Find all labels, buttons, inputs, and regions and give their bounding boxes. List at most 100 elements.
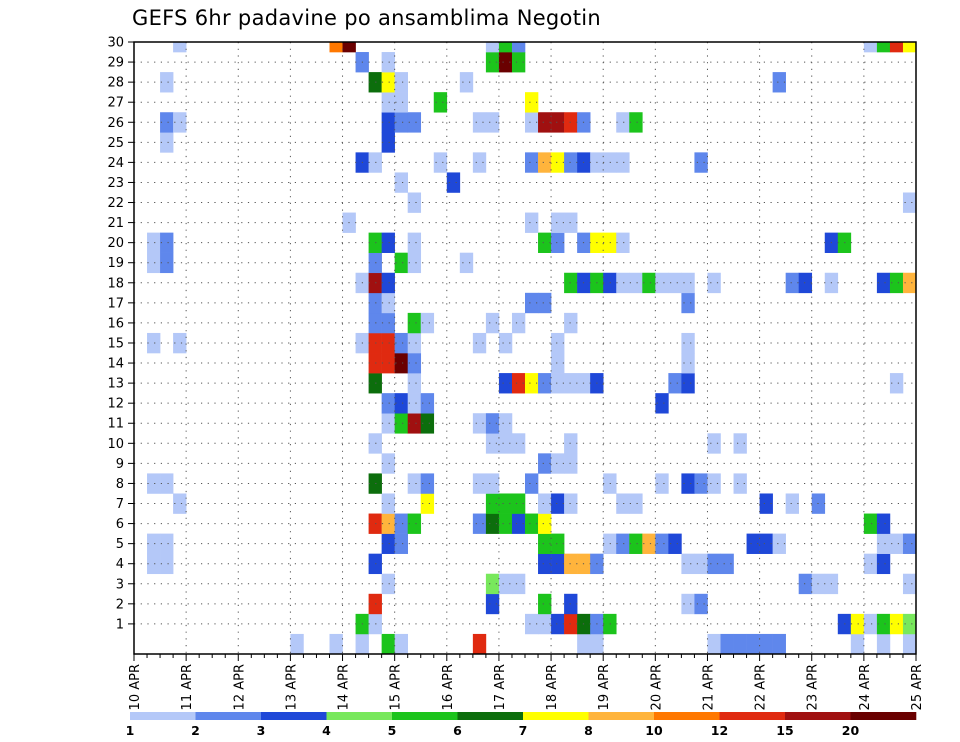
heatmap-cell: [446, 172, 461, 193]
heatmap-cell: [525, 373, 539, 394]
heatmap-cell: [538, 553, 552, 575]
heatmap-cell: [394, 92, 408, 113]
heatmap-cell: [433, 92, 448, 113]
heatmap-cell: [290, 633, 304, 655]
heatmap-cell: [902, 633, 917, 655]
heatmap-cell: [525, 112, 539, 133]
heatmap-cell: [459, 72, 474, 93]
heatmap-cell: [381, 52, 395, 73]
heatmap-cell: [707, 433, 721, 454]
heatmap-cell: [850, 633, 865, 655]
legend-swatch: [523, 712, 589, 720]
heatmap-cell: [381, 573, 395, 595]
heatmap-cell: [485, 573, 500, 595]
x-tick-label: 11 APR: [180, 664, 195, 710]
x-tick-label: 19 APR: [597, 664, 612, 710]
heatmap-cell: [629, 272, 643, 294]
y-tick-label: 20: [107, 236, 124, 251]
y-tick-label: 28: [107, 76, 124, 91]
heatmap-cell: [407, 112, 422, 133]
y-tick-label: 29: [107, 56, 124, 71]
heatmap-cell: [420, 413, 435, 434]
heatmap-cell: [733, 433, 747, 454]
x-tick-label: 21 APR: [701, 664, 716, 710]
heatmap-cell: [876, 272, 891, 294]
heatmap-cell: [407, 312, 422, 334]
legend-level-label: 12: [711, 723, 728, 738]
heatmap-cell: [498, 433, 513, 454]
heatmap-cell: [329, 633, 343, 655]
heatmap-cell: [733, 633, 747, 655]
heatmap-cell: [511, 573, 526, 595]
heatmap-cell: [889, 613, 904, 635]
heatmap-cell: [407, 413, 422, 434]
heatmap-cell: [850, 613, 865, 635]
heatmap-cell: [485, 42, 500, 53]
y-tick-label: 4: [116, 557, 124, 572]
heatmap-cell: [681, 593, 695, 615]
heatmap-cell: [485, 493, 500, 514]
x-tick-label: 10 APR: [128, 664, 143, 710]
heatmap-cell: [538, 112, 552, 133]
heatmap-cell: [889, 533, 904, 554]
x-tick-label: 23 APR: [806, 664, 821, 710]
heatmap-cell: [147, 252, 161, 274]
heatmap-cell: [381, 72, 395, 93]
legend-level-label: 6: [453, 723, 462, 738]
heatmap-cell: [707, 553, 721, 575]
heatmap-cell: [538, 373, 552, 394]
y-tick-label: 21: [107, 216, 124, 231]
y-tick-label: 24: [107, 156, 124, 171]
heatmap-cell: [498, 52, 513, 73]
y-tick-label: 27: [107, 96, 124, 111]
legend-level-label: 7: [519, 723, 528, 738]
legend-level-label: 10: [645, 723, 663, 738]
heatmap-cell: [876, 613, 891, 635]
heatmap-cell: [381, 493, 395, 514]
heatmap-cell: [407, 373, 422, 394]
heatmap-cell: [889, 373, 904, 394]
heatmap-cell: [616, 152, 630, 173]
heatmap-cell: [551, 212, 565, 233]
heatmap-cell: [707, 633, 721, 655]
heatmap-cell: [668, 533, 682, 554]
heatmap-cell: [472, 633, 487, 655]
heatmap-cell: [551, 613, 565, 635]
heatmap-cell: [616, 232, 630, 253]
heatmap-cell: [355, 633, 369, 655]
heatmap-cell: [681, 373, 695, 394]
heatmap-cell: [564, 152, 578, 173]
heatmap-cell: [668, 373, 682, 394]
heatmap-cell: [629, 493, 643, 514]
y-tick-label: 5: [116, 537, 124, 552]
heatmap-cell: [746, 633, 760, 655]
heatmap-cell: [420, 493, 435, 514]
heatmap-cell: [889, 272, 904, 294]
legend-swatch: [785, 712, 851, 720]
heatmap-cell: [147, 553, 161, 575]
heatmap-cell: [381, 453, 395, 474]
heatmap-cell: [147, 533, 161, 554]
heatmap-cell: [720, 633, 734, 655]
legend-level-label: 8: [584, 723, 593, 738]
x-tick-label: 22 APR: [754, 664, 769, 710]
heatmap-cell: [694, 593, 708, 615]
heatmap-cell: [511, 42, 526, 53]
heatmap-cell: [329, 42, 343, 53]
y-tick-label: 17: [107, 296, 124, 311]
heatmap-cell: [902, 573, 917, 595]
legend-level-label: 3: [257, 723, 266, 738]
heatmap-cell: [485, 112, 500, 133]
heatmap-cell: [590, 633, 604, 655]
heatmap-cell: [681, 473, 695, 494]
heatmap-cell: [472, 513, 487, 534]
heatmap-cell: [381, 332, 395, 354]
heatmap-cell: [538, 453, 552, 474]
heatmap-cell: [551, 152, 565, 173]
legend-level-label: 15: [776, 723, 793, 738]
heatmap-cell: [616, 112, 630, 133]
heatmap-cell: [642, 533, 656, 554]
legend-swatch: [588, 712, 655, 720]
heatmap-cell: [381, 272, 395, 294]
heatmap-cell: [485, 413, 500, 434]
